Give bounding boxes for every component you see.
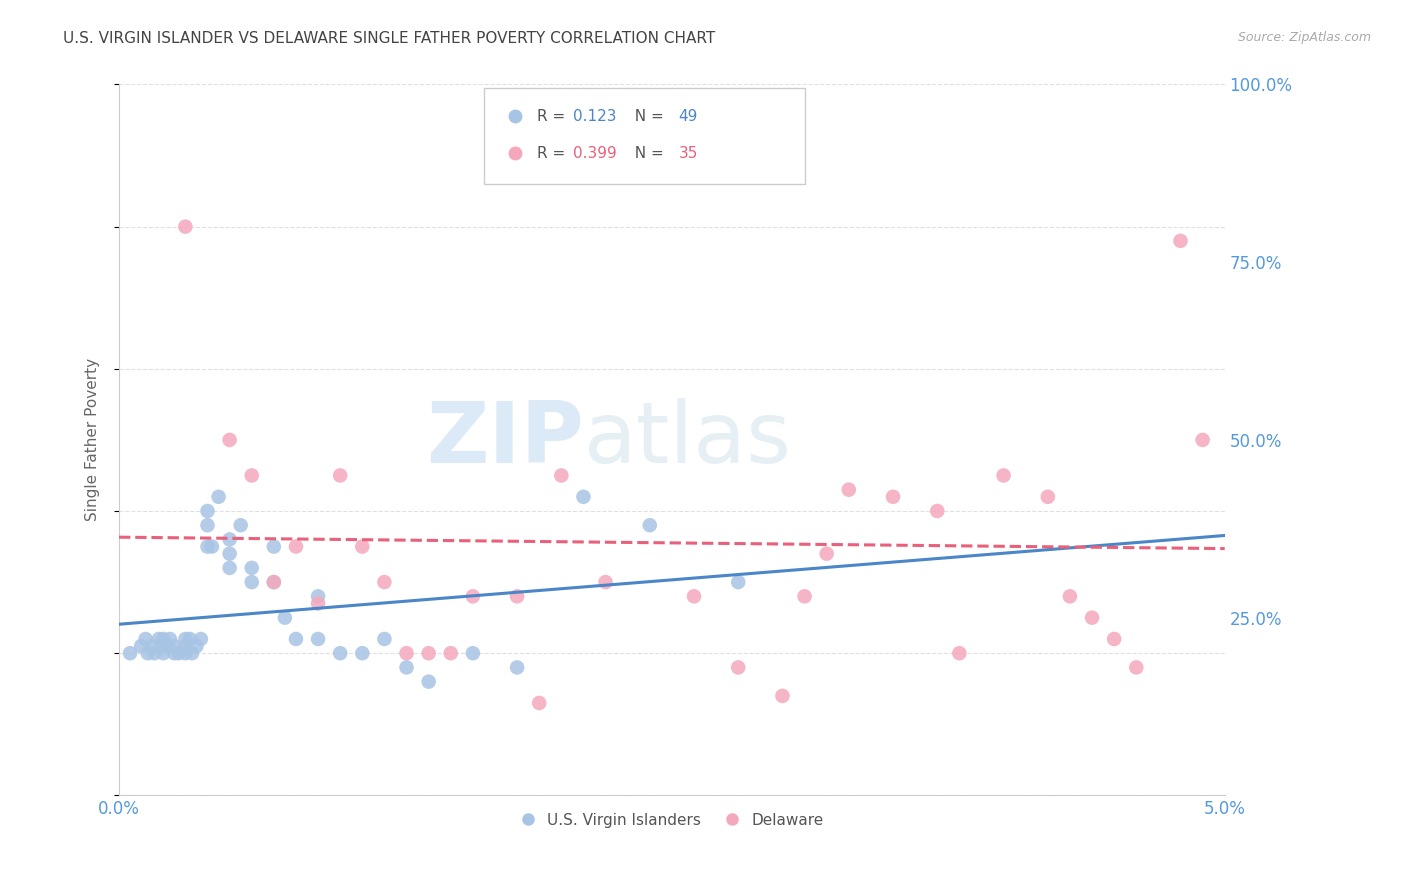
Point [284,540,307,554]
Point [948,646,970,660]
Point [683,590,706,604]
Point [461,590,484,604]
Point [174,632,197,646]
Point [152,632,174,646]
Point [197,504,219,518]
Point [274,610,297,624]
Point [179,632,201,646]
Text: ZIP: ZIP [426,399,583,482]
Text: Source: ZipAtlas.com: Source: ZipAtlas.com [1237,31,1371,45]
Point [595,575,617,590]
Text: 35: 35 [679,146,697,161]
Point [395,646,418,660]
Point [993,468,1015,483]
Point [772,689,794,703]
Point [307,590,329,604]
Point [148,632,170,646]
Point [229,518,252,533]
Point [793,590,815,604]
Point [263,540,285,554]
FancyBboxPatch shape [484,88,804,184]
Point [329,646,352,660]
Point [638,169,661,184]
Point [373,575,395,590]
Point [1125,660,1147,674]
Text: 0.123: 0.123 [574,109,617,124]
Text: atlas: atlas [583,399,792,482]
Point [129,639,152,653]
Text: 49: 49 [679,109,697,124]
Point [506,660,529,674]
Point [143,646,166,660]
Point [163,639,186,653]
Point [263,575,285,590]
Point [1102,632,1125,646]
Point [186,639,208,653]
Point [927,504,949,518]
Point [181,646,204,660]
Point [201,540,224,554]
Point [882,490,904,504]
Point [207,490,229,504]
Text: U.S. VIRGIN ISLANDER VS DELAWARE SINGLE FATHER POVERTY CORRELATION CHART: U.S. VIRGIN ISLANDER VS DELAWARE SINGLE … [63,31,716,46]
Point [307,632,329,646]
Point [1191,433,1213,447]
Text: N =: N = [626,109,669,124]
Text: N =: N = [626,146,669,161]
Point [120,646,142,660]
Point [156,639,179,653]
Point [727,660,749,674]
Point [174,639,197,653]
Point [461,646,484,660]
Point [1170,234,1192,248]
Point [418,646,440,660]
Point [263,575,285,590]
Point [1036,490,1059,504]
Point [240,575,263,590]
Point [163,646,186,660]
Point [1059,590,1081,604]
Point [352,540,374,554]
Point [218,547,240,561]
Point [197,540,219,554]
Point [136,646,159,660]
Text: R =: R = [537,109,569,124]
Point [329,468,352,483]
Point [218,561,240,575]
Point [152,646,174,660]
Point [159,632,181,646]
Point [174,219,197,234]
Point [550,468,572,483]
Point [307,596,329,610]
Point [197,518,219,533]
Point [638,518,661,533]
Point [352,646,374,660]
Text: R =: R = [537,146,569,161]
Point [218,433,240,447]
Legend: U.S. Virgin Islanders, Delaware: U.S. Virgin Islanders, Delaware [513,806,830,834]
Point [838,483,860,497]
Point [418,674,440,689]
Point [240,468,263,483]
Point [727,575,749,590]
Point [815,547,838,561]
Point [1081,610,1104,624]
Point [135,632,157,646]
Point [284,632,307,646]
Point [506,590,529,604]
Point [240,561,263,575]
Point [141,639,163,653]
Point [373,632,395,646]
Point [218,533,240,547]
Point [529,696,551,710]
Point [190,632,212,646]
Point [174,646,197,660]
Point [440,646,463,660]
Point [572,490,595,504]
Point [152,639,174,653]
Text: 0.399: 0.399 [574,146,617,161]
Point [167,646,190,660]
Y-axis label: Single Father Poverty: Single Father Poverty [86,359,100,522]
Point [395,660,418,674]
